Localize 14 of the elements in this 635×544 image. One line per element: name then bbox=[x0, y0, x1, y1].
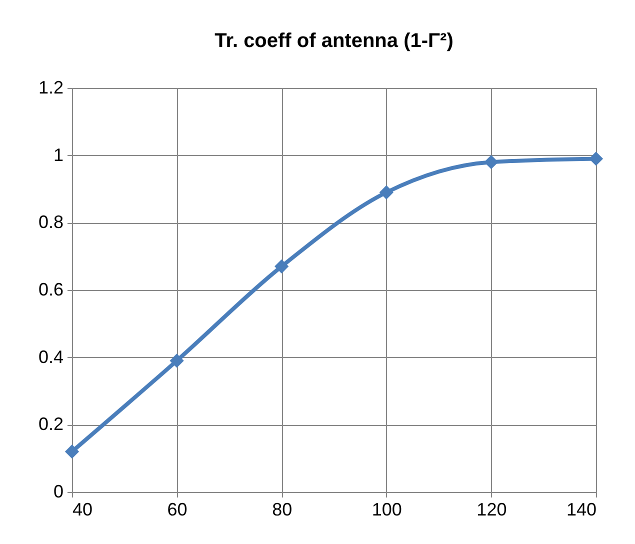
y-tick-label: 1.2 bbox=[38, 78, 64, 98]
y-tick-label: 1 bbox=[53, 144, 64, 165]
x-tick-label: 100 bbox=[372, 500, 402, 520]
y-tick-label: 0.6 bbox=[38, 280, 64, 300]
y-tick-label: 0.4 bbox=[38, 346, 64, 367]
x-tick-label: 120 bbox=[476, 500, 507, 520]
y-tick-label: 0.8 bbox=[38, 212, 64, 232]
x-tick-label: 80 bbox=[272, 500, 292, 520]
y-tick-label: 0.2 bbox=[38, 414, 64, 434]
x-tick-label: 40 bbox=[72, 500, 93, 520]
x-tick-label: 60 bbox=[167, 500, 188, 520]
chart-title: Tr. coeff of antenna (1-Γ²) bbox=[214, 30, 454, 52]
y-tick-label: 0 bbox=[53, 482, 64, 502]
x-tick-label: 140 bbox=[566, 500, 596, 520]
